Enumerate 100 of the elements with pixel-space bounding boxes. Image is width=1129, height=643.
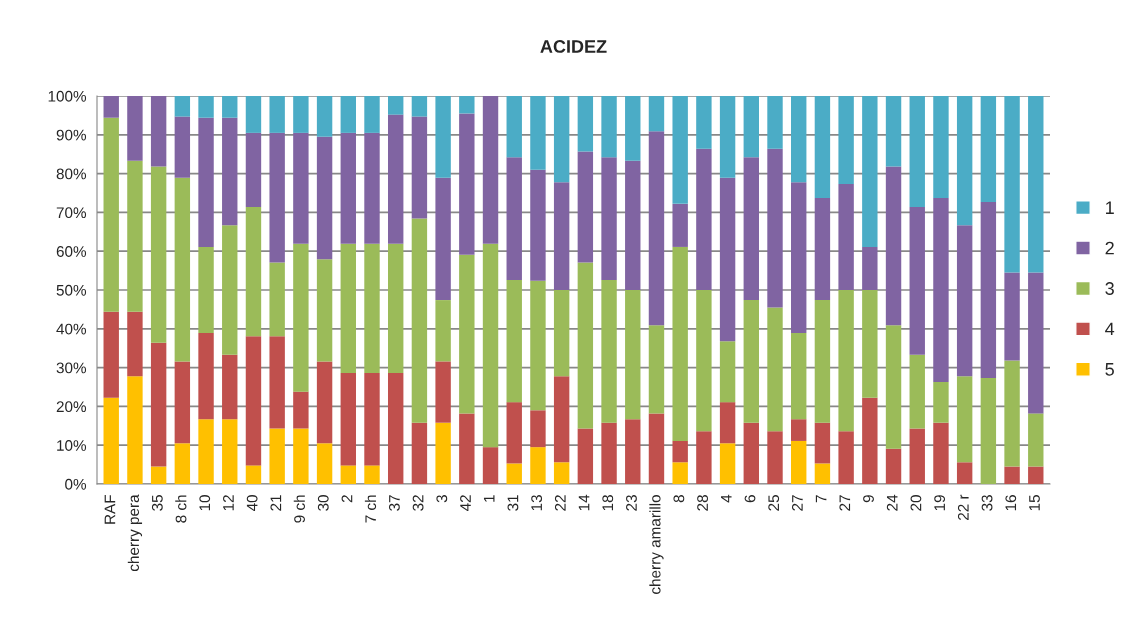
bar bbox=[530, 280, 546, 411]
bar bbox=[1028, 96, 1044, 273]
bar bbox=[625, 96, 641, 161]
y-tick-label: 10% bbox=[57, 440, 87, 451]
y-tick-label: 100% bbox=[48, 90, 87, 102]
bar bbox=[222, 354, 238, 420]
bar bbox=[696, 290, 712, 432]
bar bbox=[672, 203, 688, 247]
x-tick-label: 28 bbox=[697, 495, 708, 511]
bar bbox=[411, 96, 428, 117]
bar bbox=[672, 96, 688, 204]
bar bbox=[909, 428, 925, 484]
bar bbox=[150, 342, 167, 467]
bar bbox=[838, 184, 854, 290]
x-tick-label: 30 bbox=[317, 495, 329, 511]
bar bbox=[245, 465, 262, 484]
x-tick-label: 42 bbox=[460, 495, 471, 512]
x-tick-label: 22 r bbox=[957, 494, 969, 520]
bar bbox=[862, 246, 878, 290]
bar bbox=[719, 96, 736, 178]
x-tick-label: 25 bbox=[768, 495, 780, 511]
bar bbox=[1004, 96, 1020, 273]
bar bbox=[506, 463, 522, 484]
bar bbox=[482, 96, 499, 244]
x-tick-label: 3 bbox=[436, 495, 448, 503]
bar bbox=[198, 117, 214, 247]
bar bbox=[577, 151, 594, 263]
bar bbox=[648, 96, 665, 132]
bar bbox=[814, 463, 831, 484]
bar bbox=[198, 246, 214, 334]
bar bbox=[672, 246, 688, 441]
x-tick-label: 19 bbox=[934, 495, 946, 511]
bar bbox=[814, 300, 831, 423]
x-tick-label: 6 bbox=[744, 495, 756, 503]
bar bbox=[791, 440, 807, 484]
bar bbox=[530, 410, 546, 448]
bar bbox=[767, 307, 783, 432]
x-tick-label: 32 bbox=[412, 495, 424, 511]
x-tick-label: 35 bbox=[151, 495, 163, 511]
bar bbox=[791, 182, 807, 334]
bar bbox=[293, 132, 309, 244]
x-tick-label: 16 bbox=[1005, 495, 1017, 511]
bar bbox=[340, 96, 356, 133]
bar bbox=[577, 96, 594, 152]
bar bbox=[411, 116, 428, 219]
bar bbox=[1028, 272, 1044, 414]
bar bbox=[388, 373, 404, 484]
bar bbox=[269, 262, 285, 337]
bar bbox=[1004, 360, 1020, 467]
x-tick-label: 13 bbox=[531, 495, 543, 511]
bar bbox=[103, 397, 119, 484]
x-tick-label: 7 ch bbox=[364, 495, 377, 523]
bar bbox=[127, 376, 143, 484]
bar bbox=[553, 290, 570, 377]
bar bbox=[269, 428, 285, 484]
bar bbox=[625, 160, 641, 290]
bar bbox=[174, 443, 191, 484]
bar bbox=[838, 290, 854, 432]
bar bbox=[435, 96, 451, 178]
bar bbox=[672, 440, 688, 463]
bar bbox=[388, 114, 404, 244]
x-tick-label: 31 bbox=[507, 495, 519, 511]
bar bbox=[980, 96, 997, 202]
bar bbox=[364, 373, 380, 466]
bar bbox=[791, 333, 807, 420]
bar bbox=[956, 462, 973, 484]
x-tick-label: 40 bbox=[246, 495, 258, 512]
bar bbox=[506, 157, 522, 280]
bar bbox=[150, 466, 167, 484]
y-tick-label: 50% bbox=[56, 284, 87, 296]
x-tick-label: 7 bbox=[815, 495, 827, 503]
bar bbox=[553, 376, 570, 463]
bar bbox=[459, 96, 475, 114]
bar bbox=[340, 243, 356, 374]
bar bbox=[293, 391, 309, 429]
bar bbox=[885, 166, 902, 326]
bar bbox=[767, 96, 783, 149]
bar bbox=[174, 177, 191, 362]
y-tick-label: 0% bbox=[65, 478, 87, 490]
bar bbox=[482, 447, 499, 484]
bar bbox=[198, 96, 214, 118]
bar bbox=[316, 96, 333, 137]
bar bbox=[174, 116, 191, 178]
x-tick-label: 27 bbox=[839, 495, 851, 511]
bar bbox=[696, 148, 712, 290]
bar bbox=[435, 300, 451, 362]
y-tick-label: 90% bbox=[56, 129, 87, 141]
x-tick-label: 9 bbox=[863, 495, 874, 503]
bar bbox=[530, 96, 546, 170]
bar bbox=[980, 378, 997, 484]
chart-title: ACIDEZ bbox=[540, 40, 607, 53]
y-tick-label: 40% bbox=[56, 323, 87, 335]
bar bbox=[696, 431, 712, 484]
bar bbox=[577, 262, 594, 429]
x-tick-label: 8 ch bbox=[175, 495, 187, 523]
x-tick-label: 10 bbox=[199, 495, 211, 511]
x-tick-label: 4 bbox=[721, 494, 732, 503]
bar bbox=[743, 300, 759, 423]
bar bbox=[364, 243, 380, 374]
bar bbox=[767, 431, 783, 484]
